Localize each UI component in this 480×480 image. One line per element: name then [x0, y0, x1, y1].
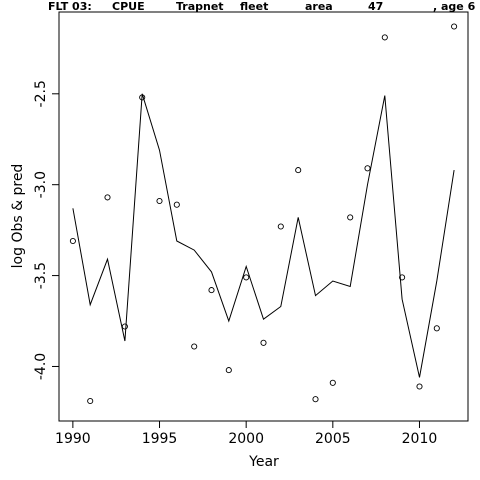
- observed-point: [104, 194, 111, 201]
- observed-point: [433, 325, 440, 332]
- observed-point: [364, 165, 371, 172]
- y-tick-label: -3.5: [33, 262, 49, 289]
- observed-point: [191, 343, 198, 350]
- observed-point: [277, 223, 284, 230]
- observed-point: [156, 197, 163, 205]
- predicted-line: [72, 93, 455, 378]
- observed-point: [87, 397, 94, 405]
- observed-point: [399, 274, 406, 281]
- observed-point: [139, 94, 146, 101]
- observed-point: [416, 383, 423, 390]
- observed-point: [208, 287, 215, 294]
- y-tick-label: -4.0: [33, 353, 49, 380]
- predicted-line-series: [72, 93, 455, 378]
- observed-point: [295, 167, 302, 174]
- observed-points-series: [69, 23, 458, 405]
- title-part: fleet: [240, 0, 268, 13]
- x-tick-label: 1990: [55, 431, 91, 447]
- title-part: , age 6: [433, 0, 476, 13]
- x-tick-label: 2000: [228, 431, 264, 447]
- observed-point: [312, 396, 319, 403]
- observed-point: [121, 323, 128, 330]
- y-axis-label: log Obs & pred: [10, 164, 26, 269]
- title-part: 47: [368, 0, 383, 13]
- y-tick-label: -2.5: [33, 80, 49, 107]
- title-part: area: [305, 0, 333, 13]
- observed-point: [329, 379, 336, 386]
- observed-point: [173, 201, 180, 208]
- observed-point: [381, 34, 388, 41]
- plot-frame: [58, 11, 469, 422]
- x-axis: 1990 1995 2000 2005 2010: [55, 420, 438, 447]
- title-part: CPUE: [112, 0, 145, 13]
- x-tick-label: 2010: [402, 431, 438, 447]
- y-axis: -4.0 -3.5 -3.0 -2.5: [33, 80, 60, 380]
- observed-point: [451, 23, 458, 30]
- chart-title: FLT 03: CPUE Trapnet fleet area 47 , age 6: [48, 0, 476, 13]
- title-part: FLT 03:: [48, 0, 92, 13]
- observed-point: [225, 367, 232, 374]
- observed-point: [260, 339, 267, 346]
- observed-point: [347, 214, 354, 221]
- y-tick-label: -3.0: [33, 171, 49, 198]
- x-axis-label: Year: [248, 454, 279, 470]
- observed-point: [69, 237, 76, 245]
- x-tick-label: 1995: [142, 431, 178, 447]
- x-tick-label: 2005: [315, 431, 351, 447]
- observed-point: [243, 274, 250, 281]
- title-part: Trapnet: [176, 0, 224, 13]
